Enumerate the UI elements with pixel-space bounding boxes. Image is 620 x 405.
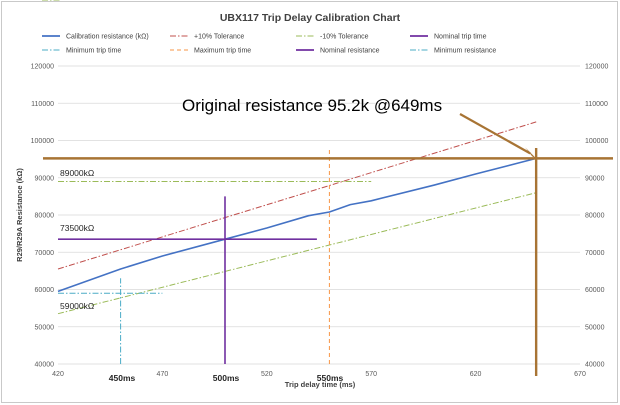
overlay-group — [43, 113, 613, 376]
y-tick-label: 80000 — [35, 213, 55, 220]
y-tick-label-right: 90000 — [585, 175, 605, 182]
nominal-time-label: 500ms — [213, 373, 240, 383]
y-tick-label: 110000 — [31, 101, 54, 108]
original-resistance-callout: Original resistance 95.2k @649ms — [182, 96, 442, 115]
legend-item: Nominal trip time — [410, 34, 487, 41]
y-tick-label: 40000 — [35, 362, 55, 369]
y-tick-label-right: 110000 — [585, 101, 608, 108]
y-tick-label-right: 60000 — [585, 287, 605, 294]
y-tick-label-right: 40000 — [585, 362, 605, 369]
legend-item: Minimum resistance — [410, 48, 496, 55]
legend-label: Calibration resistance (kΩ) — [66, 34, 149, 41]
legend-label: -10% Tolerance — [320, 34, 369, 41]
legend-label: +10% Tolerance — [194, 34, 244, 41]
legend-item: Nominal resistance — [296, 48, 380, 55]
legend-label: Maximum resistance — [66, 0, 130, 2]
legend-label: Maximum trip time — [194, 48, 251, 55]
legend-item: Minimum trip time — [42, 48, 121, 55]
legend-item: +10% Tolerance — [170, 34, 244, 41]
legend-item: Maximum trip time — [170, 48, 251, 55]
legend-label: Minimum trip time — [66, 48, 121, 55]
x-axis-ticks: 420 470 520 570 620 670 — [52, 371, 586, 378]
y-tick-label: 100000 — [31, 138, 54, 145]
y-axis-left-ticks: 40000 50000 60000 70000 80000 90000 100000 1100… — [31, 64, 54, 369]
callout-arrow — [459, 113, 531, 155]
series-calibration-resistance-k — [57, 157, 537, 293]
y-tick-label: 60000 — [35, 287, 55, 294]
legend-item: -10% Tolerance — [296, 34, 369, 41]
chart-title: UBX117 Trip Delay Calibration Chart — [220, 12, 401, 24]
y-axis-right-ticks: 40000 50000 60000 70000 80000 90000 100000 1100… — [585, 64, 608, 369]
x-tick-label: 670 — [574, 371, 586, 378]
max-resistance-label: 89000kΩ — [60, 168, 94, 178]
y-tick-label: 70000 — [35, 250, 55, 257]
nominal-resistance-label: 73500kΩ — [60, 223, 94, 233]
x-tick-label: 620 — [470, 371, 482, 378]
series-10-tolerance — [57, 192, 537, 315]
y-tick-label-right: 100000 — [585, 138, 608, 145]
x-tick-label: 520 — [261, 371, 273, 378]
legend-item: Calibration resistance (kΩ) — [42, 34, 149, 41]
y-tick-label-right: 120000 — [585, 64, 608, 71]
callout-arrowhead — [525, 147, 537, 159]
legend-label: Nominal trip time — [434, 34, 487, 41]
series-10-tolerance — [57, 121, 537, 270]
y-tick-label-right: 80000 — [585, 213, 605, 220]
y-tick-label: 120000 — [31, 64, 54, 71]
y-tick-label: 50000 — [35, 324, 55, 331]
min-resistance-label: 59000kΩ — [60, 301, 94, 311]
y-tick-label: 90000 — [35, 175, 55, 182]
x-tick-label: 470 — [157, 371, 169, 378]
y-axis-title: R29/R29A Resistance (kΩ) — [15, 168, 24, 262]
x-tick-label: 420 — [52, 371, 64, 378]
legend-item: Maximum resistance — [42, 0, 130, 2]
legend-label: Nominal resistance — [320, 48, 380, 55]
x-axis-title: Trip delay time (ms) — [285, 380, 356, 389]
legend-label: Minimum resistance — [434, 48, 496, 55]
series-group — [57, 121, 537, 364]
x-tick-label: 570 — [365, 371, 377, 378]
y-tick-label-right: 70000 — [585, 250, 605, 257]
y-tick-label-right: 50000 — [585, 324, 605, 331]
max-time-label: 550ms — [317, 373, 344, 383]
min-time-label: 450ms — [109, 373, 136, 383]
legend: Calibration resistance (kΩ) +10% Toleranc… — [42, 0, 496, 55]
gridlines — [58, 65, 580, 365]
